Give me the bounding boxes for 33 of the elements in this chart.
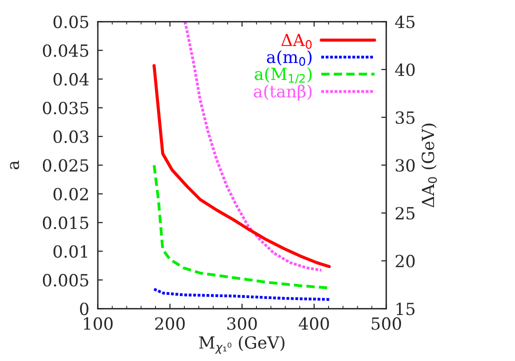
x-axis-title: M$_{χ₁⁰}$ (GeV) — [199, 336, 284, 354]
y-tick-label: 0.01 — [54, 245, 88, 258]
y-tick-label: 0.045 — [42, 44, 88, 57]
y2-tick-label: 40 — [395, 63, 415, 76]
y-tick-label: 0.035 — [42, 102, 88, 114]
legend-label: a(tanβ) — [254, 84, 312, 101]
line-series — [184, 22, 323, 272]
y-tick-label: 0.015 — [42, 216, 88, 230]
legend-label: ΔA$_{0}$ — [281, 34, 312, 49]
y-axis-title: a — [10, 160, 20, 170]
y-tick-label: 0.025 — [42, 159, 88, 172]
y2-tick-label: 30 — [396, 159, 415, 172]
x-tick-label: 100 — [84, 317, 113, 330]
y-tick-label: 0.03 — [54, 130, 88, 144]
y-tick-label: 0.05 — [54, 16, 88, 28]
y2-tick-label: 15 — [396, 302, 415, 316]
y2-tick-label: 25 — [396, 206, 415, 220]
x-tick-label: 500 — [372, 317, 402, 330]
y-tick-label: 0.04 — [54, 73, 89, 86]
y2-tick-label: 35 — [396, 111, 415, 124]
x-tick-label: 400 — [298, 317, 329, 330]
line-series — [152, 64, 331, 268]
y2-tick-label: 45 — [395, 16, 415, 28]
y-tick-label: 0.02 — [54, 188, 88, 200]
y2-tick-label: 20 — [396, 254, 415, 268]
y-tick-label: 0 — [80, 302, 88, 316]
y2-axis-title: ΔA$_{0}$ (GeV) — [421, 124, 437, 208]
x-tick-label: 200 — [155, 317, 185, 330]
legend-label: a(m$_{0}$) — [266, 50, 312, 66]
legend-label: a(M$_{1/2}$) — [254, 67, 312, 84]
line-series — [152, 288, 331, 301]
x-tick-label: 300 — [227, 317, 257, 330]
y-tick-label: 0.005 — [42, 274, 88, 287]
